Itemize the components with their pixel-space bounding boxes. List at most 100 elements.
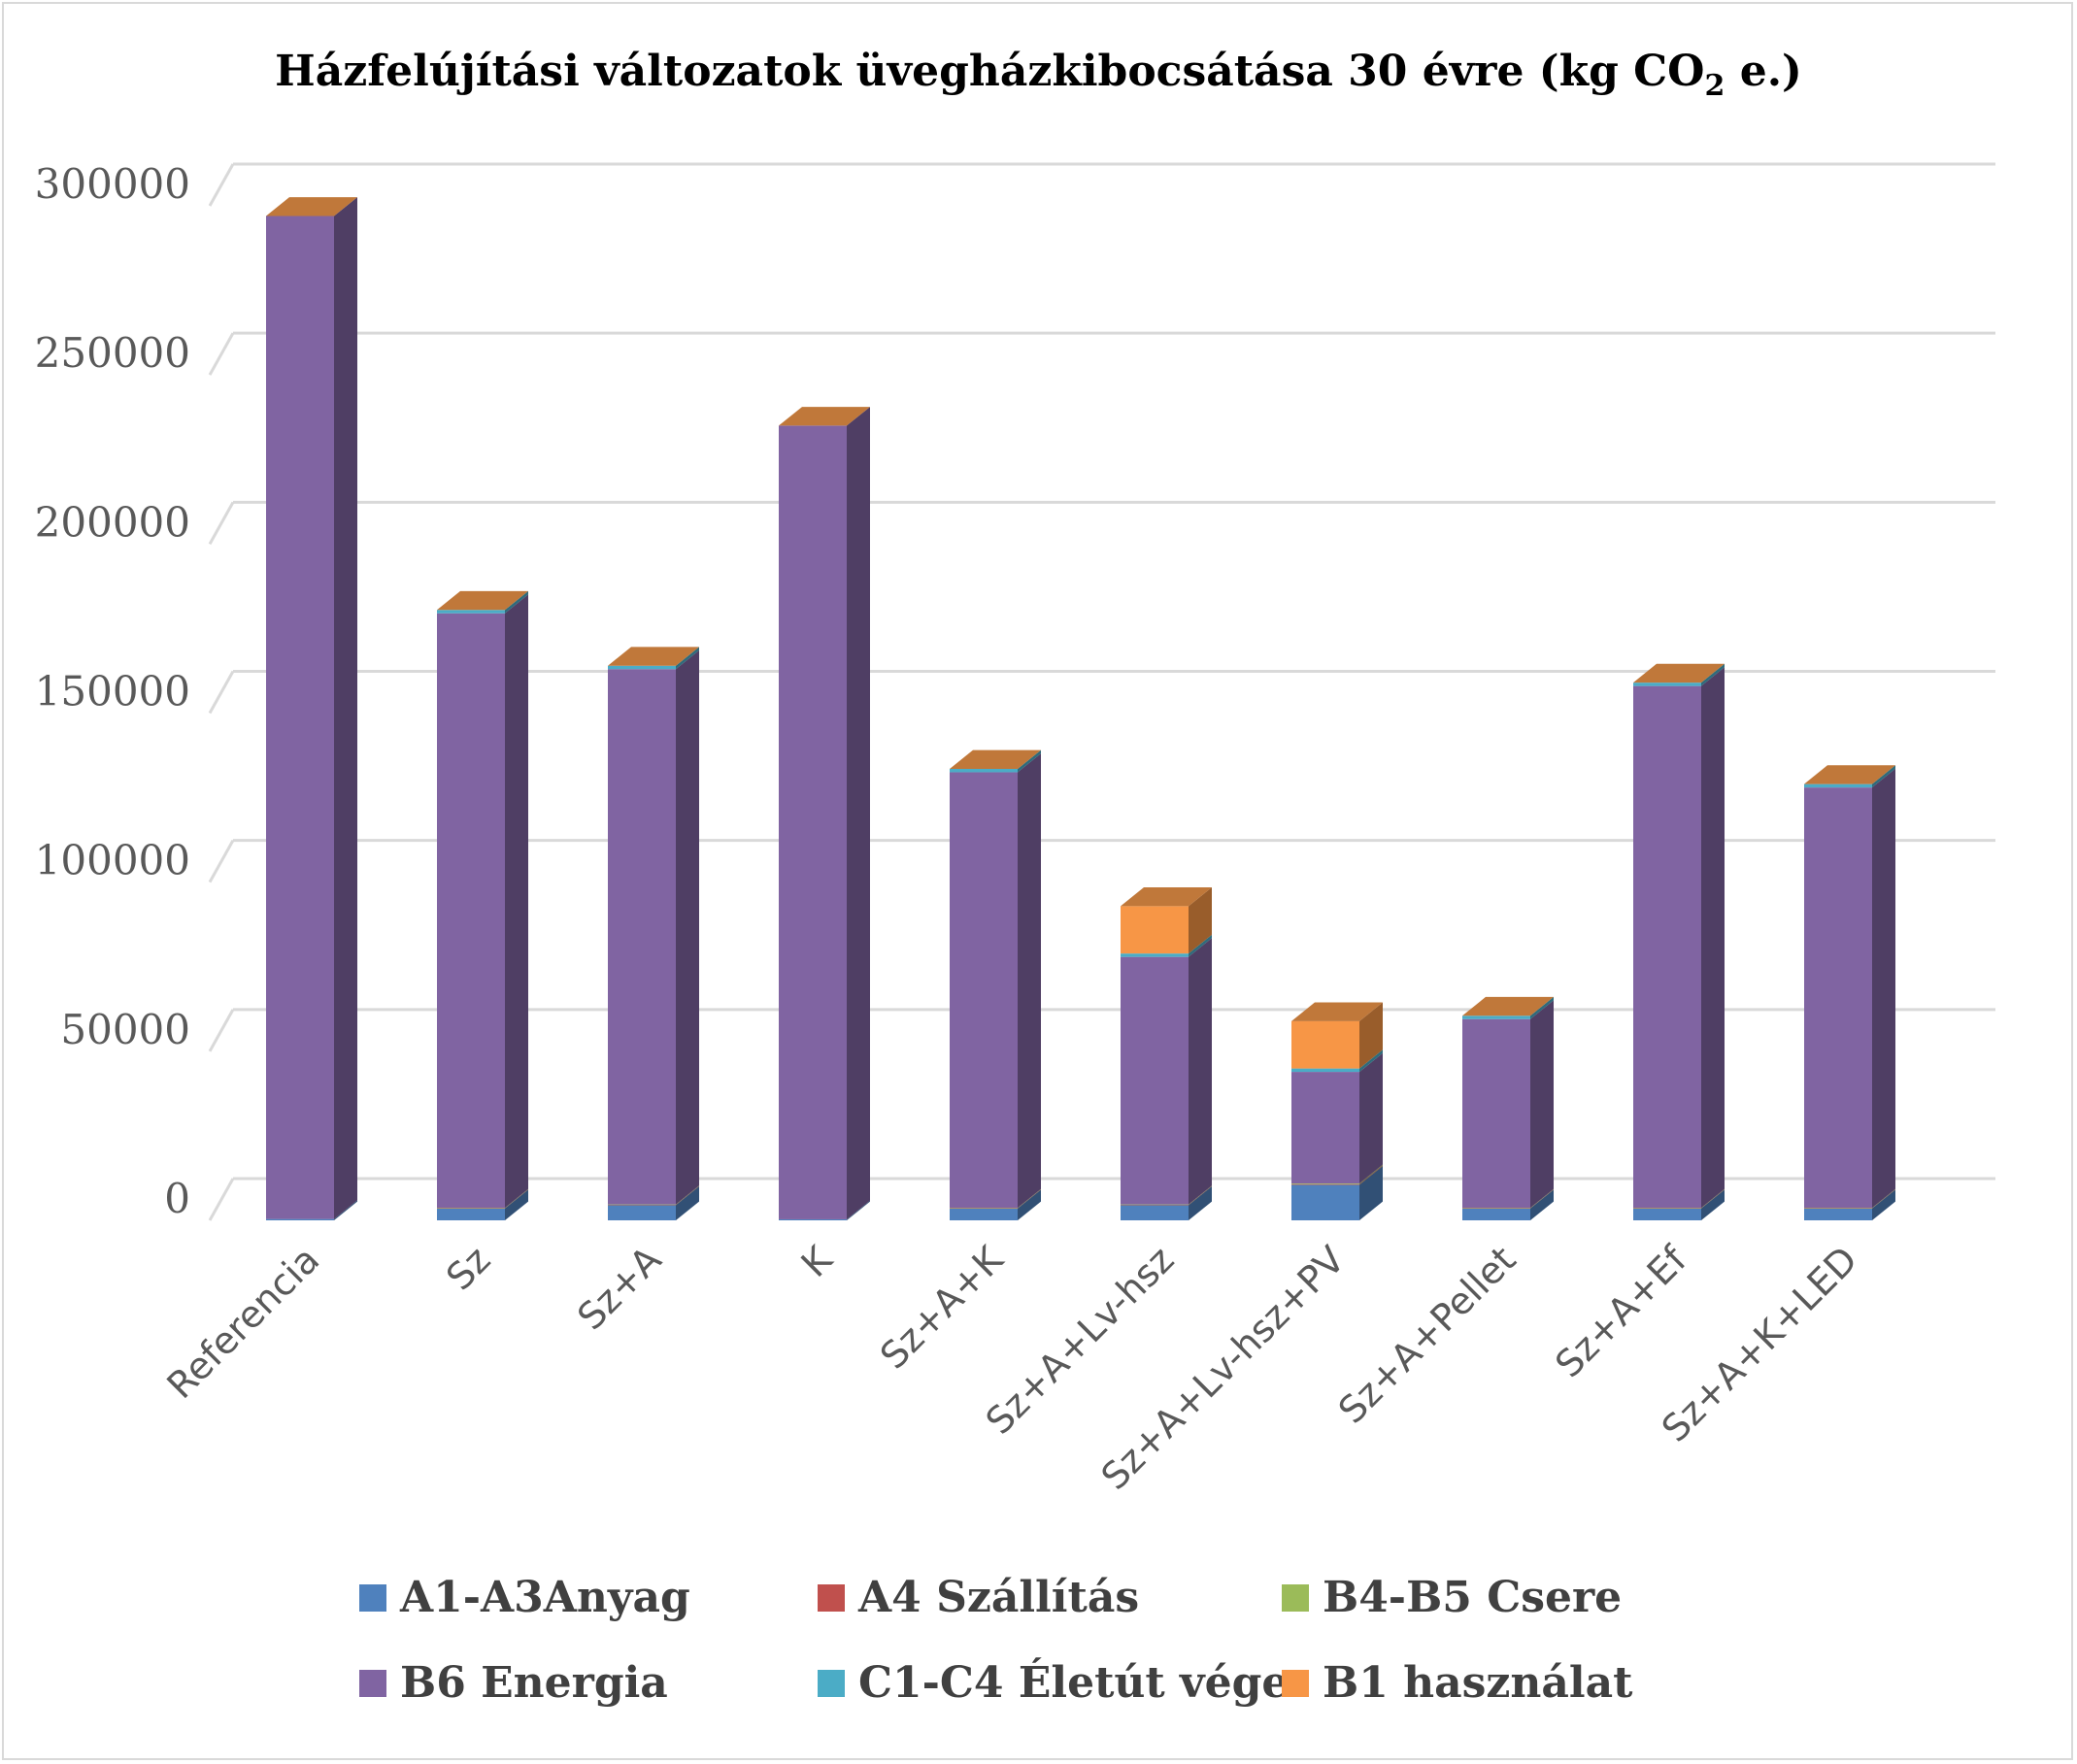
bar-segment — [1121, 956, 1189, 1205]
bar-segment — [779, 1218, 847, 1220]
bar-segment-side — [1872, 1188, 1895, 1209]
legend-swatch — [818, 1669, 845, 1697]
bar-segment — [950, 1208, 1018, 1209]
legend-entry: A1-A3Anyag — [359, 1573, 690, 1622]
bar-segment — [1462, 1208, 1530, 1209]
x-tick-label: Sz+A+K — [872, 1237, 1012, 1377]
y-tick-label: 200000 — [35, 498, 190, 546]
legend-label: B4-B5 Csere — [1323, 1573, 1623, 1622]
legend-entry: C1-C4 Életút vége — [818, 1658, 1289, 1708]
bar-segment-side — [676, 647, 699, 670]
bar-segment — [608, 665, 676, 670]
bar-segment — [1121, 1205, 1189, 1220]
gridline-side — [208, 670, 235, 715]
bar-segment-side — [1701, 1189, 1725, 1220]
x-tick-label: Sz — [438, 1238, 498, 1298]
bar-segment-side — [1018, 753, 1041, 1209]
y-tick-label: 250000 — [35, 329, 190, 377]
bar-segment — [1291, 1068, 1359, 1073]
bar-segment — [437, 1208, 505, 1209]
bar-segment-side — [1189, 887, 1212, 954]
x-tick-label: Sz+A — [569, 1238, 669, 1338]
bar-segment-side — [1359, 1164, 1383, 1184]
bar-segment — [1633, 682, 1701, 686]
bar-segment — [1462, 1208, 1530, 1220]
bar-segment-side — [676, 1185, 699, 1206]
bar-segment — [437, 610, 505, 614]
x-tick-label: Referencia — [159, 1238, 328, 1407]
bar-segment — [608, 1205, 676, 1220]
bar-top — [950, 749, 1041, 769]
bar-segment — [1633, 1208, 1701, 1220]
bar-segment — [950, 772, 1018, 1209]
bar-segment — [1462, 1015, 1530, 1019]
bar-segment — [1804, 1208, 1872, 1209]
bar-top — [437, 590, 528, 611]
bar-segment — [1804, 787, 1872, 1209]
gridline-side — [208, 163, 235, 207]
bar-top — [1462, 996, 1554, 1016]
bar-segment-side — [1530, 996, 1554, 1019]
bar-segment-side — [1701, 667, 1725, 1209]
legend-swatch — [359, 1669, 386, 1697]
bar-segment — [608, 669, 676, 1205]
y-tick-label: 0 — [164, 1175, 190, 1222]
bar-segment-side — [1018, 749, 1041, 773]
bar-segment — [950, 1208, 1018, 1220]
legend-swatch — [1282, 1669, 1309, 1697]
bar-segment-side — [1189, 1185, 1212, 1206]
bar-segment-side — [505, 594, 528, 1209]
bar-segment — [1291, 1183, 1359, 1184]
bar-segment-side — [505, 1189, 528, 1209]
y-tick-label: 50000 — [60, 1006, 190, 1053]
y-tick-label: 300000 — [35, 160, 190, 208]
bar-segment — [1633, 1208, 1701, 1209]
bar-segment — [779, 425, 847, 1219]
legend-swatch — [1282, 1583, 1309, 1612]
bar-segment-side — [1359, 1165, 1383, 1185]
bar-segment — [1462, 1018, 1530, 1209]
bar-top — [1121, 887, 1212, 907]
bar-segment — [950, 768, 1018, 773]
legend-label: B1 használat — [1323, 1658, 1633, 1708]
legend-label: A4 Szállítás — [858, 1573, 1140, 1622]
bar-segment-side — [1872, 768, 1895, 1209]
bar-segment-side — [1530, 1188, 1554, 1209]
bar-segment-side — [505, 1188, 528, 1209]
bar-segment-side — [1018, 1189, 1041, 1220]
bar-segment — [1291, 1183, 1359, 1185]
bar-segment-side — [847, 407, 870, 1219]
bar-segment — [608, 1204, 676, 1206]
bar-segment-side — [334, 197, 357, 1219]
bar-segment — [266, 216, 334, 1219]
bar-segment — [1121, 1204, 1189, 1206]
bar-top — [779, 407, 870, 426]
gridline-side — [208, 839, 235, 883]
bar-segment-side — [1872, 1189, 1895, 1220]
y-tick-label: 150000 — [35, 668, 190, 716]
legend-entry: B4-B5 Csere — [1282, 1573, 1622, 1622]
bar-segment-side — [1701, 1189, 1725, 1209]
bar-segment-side — [1530, 1189, 1554, 1209]
gridline-side — [208, 501, 235, 546]
gridline-side — [208, 332, 235, 376]
bar-segment-side — [1018, 1189, 1041, 1209]
bar-segment-side — [1189, 1185, 1212, 1220]
x-tick-label: Sz+A+Pellet — [1330, 1238, 1524, 1431]
bar-segment-side — [1189, 1185, 1212, 1205]
bar-segment — [437, 1208, 505, 1209]
bar-top — [608, 647, 699, 666]
bar-segment-side — [1359, 1166, 1383, 1220]
legend-label: A1-A3Anyag — [400, 1573, 690, 1622]
bar-segment-side — [334, 1200, 357, 1220]
bar-segment-side — [676, 649, 699, 1205]
bar-segment-side — [1872, 765, 1895, 788]
legend-entry: B6 Energia — [359, 1658, 668, 1708]
bar-segment-side — [1359, 1052, 1383, 1184]
bar-segment — [1462, 1208, 1530, 1209]
bar-segment-side — [1189, 938, 1212, 1205]
legend-entry: A4 Szállítás — [818, 1573, 1139, 1622]
bar-segment — [1291, 1072, 1359, 1184]
bar-segment-side — [1018, 1188, 1041, 1209]
